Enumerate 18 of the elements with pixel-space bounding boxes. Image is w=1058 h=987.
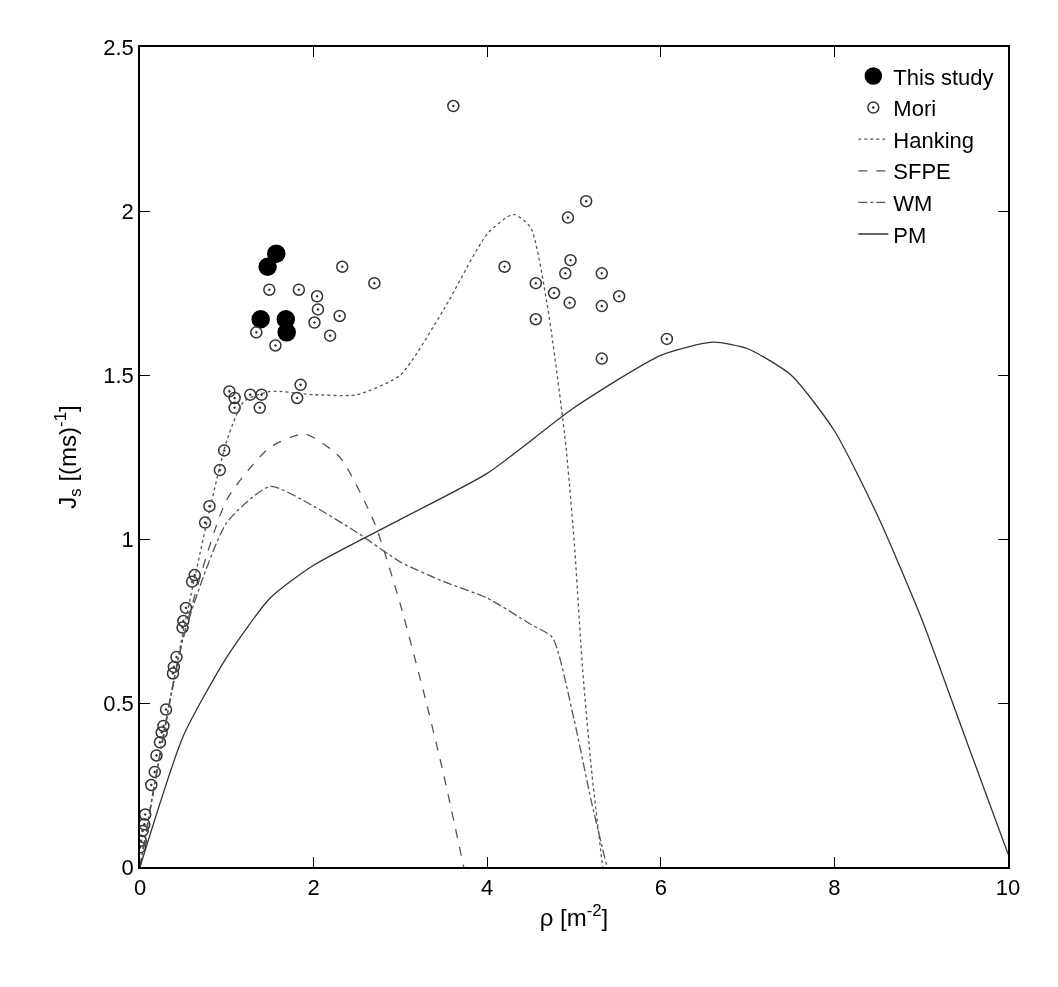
x-tick-label: 4 [481, 875, 494, 901]
x-tick-label: 2 [307, 875, 320, 901]
legend-label: PM [893, 222, 927, 248]
legend-label: Mori [893, 96, 937, 122]
legend-label: Hanking [893, 127, 975, 153]
legend-label: This study [893, 64, 994, 90]
x-tick-label: 6 [654, 875, 667, 901]
legend-label: SFPE [893, 159, 951, 185]
y-tick-label: 0.5 [103, 690, 134, 716]
x-axis-title: ρ [m$^{-2}$] [539, 900, 609, 931]
x-tick-label: 8 [828, 875, 841, 901]
legend-label: WM [893, 190, 933, 216]
y-tick-label: 0 [121, 854, 134, 880]
y-tick-label: 2 [121, 198, 134, 224]
y-tick-label: 1 [121, 526, 134, 552]
x-tick-label: 10 [995, 875, 1021, 901]
y-tick-label: 1.5 [103, 362, 134, 388]
y-tick-label: 2.5 [103, 34, 134, 60]
